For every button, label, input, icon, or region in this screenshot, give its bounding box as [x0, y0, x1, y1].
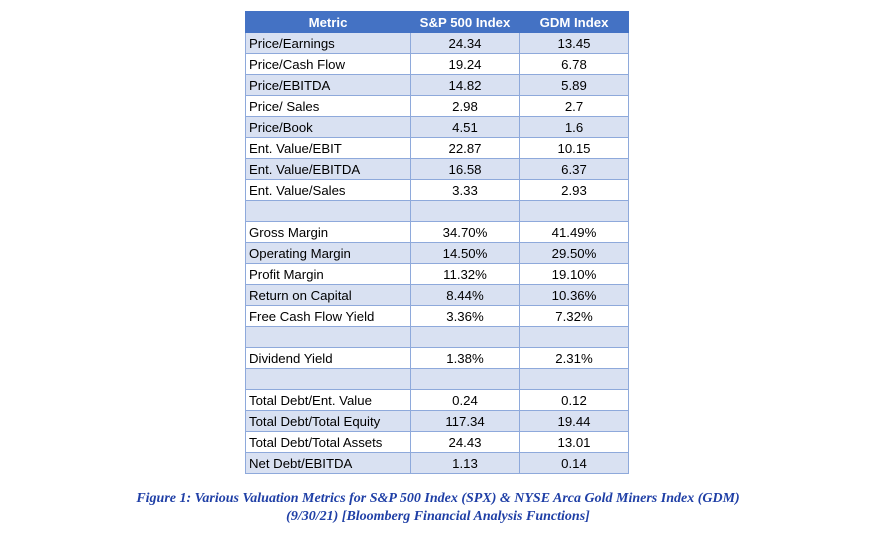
table-row: Gross Margin 34.70% 41.49%	[245, 221, 629, 243]
gdm-value-cell: 6.37	[519, 158, 629, 180]
sp500-value-cell	[410, 326, 520, 348]
gdm-value-cell: 6.78	[519, 53, 629, 75]
metric-cell: Total Debt/Total Equity	[245, 410, 411, 432]
sp500-value-cell: 22.87	[410, 137, 520, 159]
header-metric: Metric	[245, 11, 411, 33]
gdm-value-cell: 29.50%	[519, 242, 629, 264]
table-row: Ent. Value/EBITDA 16.58 6.37	[245, 158, 629, 180]
metric-cell: Total Debt/Ent. Value	[245, 389, 411, 411]
sp500-value-cell: 1.13	[410, 452, 520, 474]
table-row: Total Debt/Ent. Value 0.24 0.12	[245, 389, 629, 411]
gdm-value-cell: 2.7	[519, 95, 629, 117]
table-body: Price/Earnings 24.34 13.45 Price/Cash Flow 1…	[245, 32, 629, 474]
metric-cell: Dividend Yield	[245, 347, 411, 369]
metric-cell: Price/ Sales	[245, 95, 411, 117]
sp500-value-cell: 24.43	[410, 431, 520, 453]
table-row: Ent. Value/EBIT 22.87 10.15	[245, 137, 629, 159]
metric-cell	[245, 368, 411, 390]
figure-caption: Figure 1: Various Valuation Metrics for …	[20, 490, 856, 526]
table-row: Operating Margin 14.50% 29.50%	[245, 242, 629, 264]
gdm-value-cell: 0.14	[519, 452, 629, 474]
gdm-value-cell	[519, 200, 629, 222]
gdm-value-cell: 0.12	[519, 389, 629, 411]
table-row: Price/Book 4.51 1.6	[245, 116, 629, 138]
gdm-value-cell: 19.44	[519, 410, 629, 432]
sp500-value-cell: 14.50%	[410, 242, 520, 264]
spacer-row	[245, 200, 629, 222]
metric-cell	[245, 200, 411, 222]
table-row: Profit Margin 11.32% 19.10%	[245, 263, 629, 285]
gdm-value-cell: 13.45	[519, 32, 629, 54]
gdm-value-cell: 10.15	[519, 137, 629, 159]
metric-cell: Free Cash Flow Yield	[245, 305, 411, 327]
gdm-value-cell: 10.36%	[519, 284, 629, 306]
gdm-value-cell: 1.6	[519, 116, 629, 138]
metric-cell: Price/Earnings	[245, 32, 411, 54]
metric-cell: Price/Cash Flow	[245, 53, 411, 75]
sp500-value-cell: 24.34	[410, 32, 520, 54]
gdm-value-cell	[519, 326, 629, 348]
metric-cell: Operating Margin	[245, 242, 411, 264]
header-row: Metric S&P 500 Index GDM Index	[245, 11, 629, 33]
gdm-value-cell: 19.10%	[519, 263, 629, 285]
sp500-value-cell: 16.58	[410, 158, 520, 180]
sp500-value-cell	[410, 368, 520, 390]
sp500-value-cell: 4.51	[410, 116, 520, 138]
gdm-value-cell: 5.89	[519, 74, 629, 96]
sp500-value-cell: 0.24	[410, 389, 520, 411]
metric-cell: Ent. Value/EBITDA	[245, 158, 411, 180]
metric-cell: Gross Margin	[245, 221, 411, 243]
caption-line-1: Figure 1: Various Valuation Metrics for …	[136, 491, 740, 506]
gdm-value-cell: 7.32%	[519, 305, 629, 327]
table-row: Free Cash Flow Yield 3.36% 7.32%	[245, 305, 629, 327]
metric-cell: Ent. Value/EBIT	[245, 137, 411, 159]
sp500-value-cell: 3.33	[410, 179, 520, 201]
sp500-value-cell: 11.32%	[410, 263, 520, 285]
table-row: Dividend Yield 1.38% 2.31%	[245, 347, 629, 369]
table-row: Total Debt/Total Equity 117.34 19.44	[245, 410, 629, 432]
table-row: Price/Earnings 24.34 13.45	[245, 32, 629, 54]
header-sp500-index: S&P 500 Index	[410, 11, 520, 33]
table-row: Price/Cash Flow 19.24 6.78	[245, 53, 629, 75]
metric-cell: Return on Capital	[245, 284, 411, 306]
table-row: Ent. Value/Sales 3.33 2.93	[245, 179, 629, 201]
spacer-row	[245, 368, 629, 390]
gdm-value-cell: 2.93	[519, 179, 629, 201]
sp500-value-cell: 34.70%	[410, 221, 520, 243]
gdm-value-cell: 13.01	[519, 431, 629, 453]
spacer-row	[245, 326, 629, 348]
sp500-value-cell	[410, 200, 520, 222]
gdm-value-cell: 2.31%	[519, 347, 629, 369]
table-header: Metric S&P 500 Index GDM Index	[245, 11, 629, 33]
metric-cell: Price/EBITDA	[245, 74, 411, 96]
sp500-value-cell: 8.44%	[410, 284, 520, 306]
header-gdm-index: GDM Index	[519, 11, 629, 33]
valuation-metrics-table: Metric S&P 500 Index GDM Index Price/Ear…	[245, 11, 629, 474]
metric-cell: Price/Book	[245, 116, 411, 138]
caption-line-2: (9/30/21) [Bloomberg Financial Analysis …	[286, 509, 590, 524]
table-row: Net Debt/EBITDA 1.13 0.14	[245, 452, 629, 474]
sp500-value-cell: 2.98	[410, 95, 520, 117]
table-row: Return on Capital 8.44% 10.36%	[245, 284, 629, 306]
metric-cell	[245, 326, 411, 348]
metric-cell: Ent. Value/Sales	[245, 179, 411, 201]
metric-cell: Profit Margin	[245, 263, 411, 285]
metric-cell: Total Debt/Total Assets	[245, 431, 411, 453]
sp500-value-cell: 14.82	[410, 74, 520, 96]
table-row: Price/EBITDA 14.82 5.89	[245, 74, 629, 96]
gdm-value-cell	[519, 368, 629, 390]
sp500-value-cell: 19.24	[410, 53, 520, 75]
metric-cell: Net Debt/EBITDA	[245, 452, 411, 474]
table-row: Price/ Sales 2.98 2.7	[245, 95, 629, 117]
table-row: Total Debt/Total Assets 24.43 13.01	[245, 431, 629, 453]
sp500-value-cell: 3.36%	[410, 305, 520, 327]
gdm-value-cell: 41.49%	[519, 221, 629, 243]
sp500-value-cell: 1.38%	[410, 347, 520, 369]
sp500-value-cell: 117.34	[410, 410, 520, 432]
